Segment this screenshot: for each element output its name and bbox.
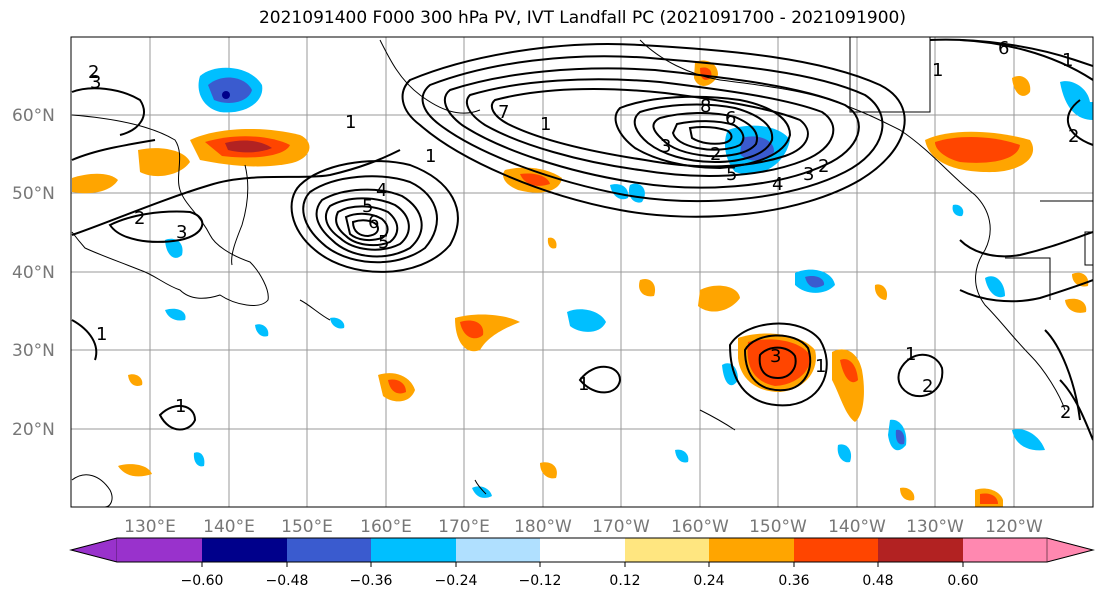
svg-text:3: 3 xyxy=(176,222,187,243)
svg-text:1: 1 xyxy=(905,344,916,365)
svg-text:2: 2 xyxy=(922,376,933,397)
svg-text:4: 4 xyxy=(376,180,387,201)
pv-shading xyxy=(72,60,1093,507)
svg-text:2: 2 xyxy=(1068,126,1079,147)
colorbar-segment xyxy=(1046,537,1094,563)
colorbar-tick: −0.12 xyxy=(519,573,562,589)
svg-text:1: 1 xyxy=(578,374,589,395)
colorbar-tick: −0.36 xyxy=(350,573,393,589)
lon-label: 170°W xyxy=(592,517,650,537)
colorbar-segment xyxy=(794,538,878,562)
svg-text:1: 1 xyxy=(425,146,436,167)
colorbar-segment xyxy=(709,538,794,562)
lat-label: 40°N xyxy=(12,263,55,283)
lat-label: 30°N xyxy=(12,341,55,361)
lon-label: 120°W xyxy=(985,517,1043,537)
colorbar-tick: −0.24 xyxy=(435,573,478,589)
colorbar-segment xyxy=(70,537,118,563)
svg-text:3: 3 xyxy=(770,346,781,367)
svg-text:1: 1 xyxy=(932,60,943,81)
latitude-labels: 60°N 50°N 40°N 30°N 20°N xyxy=(12,106,55,440)
coastlines xyxy=(71,37,1093,507)
svg-text:2: 2 xyxy=(88,62,99,83)
lon-label: 130°W xyxy=(906,517,964,537)
lat-label: 60°N xyxy=(12,106,55,126)
colorbar-segment xyxy=(963,538,1047,562)
figure-title: 2021091400 F000 300 hPa PV, IVT Landfall… xyxy=(258,8,906,28)
lon-label: 160°W xyxy=(671,517,729,537)
colorbar-segment xyxy=(878,538,963,562)
svg-text:5: 5 xyxy=(726,164,737,185)
svg-text:1: 1 xyxy=(175,396,186,417)
colorbar-tick: −0.60 xyxy=(181,573,224,589)
svg-text:5: 5 xyxy=(362,196,373,217)
colorbar-segment xyxy=(625,538,709,562)
svg-text:6: 6 xyxy=(998,38,1009,59)
colorbar-tick: 0.60 xyxy=(947,573,978,589)
lat-label: 50°N xyxy=(12,184,55,204)
svg-text:7: 7 xyxy=(498,102,509,123)
lon-label: 130°E xyxy=(124,517,176,537)
lon-label: 140°W xyxy=(828,517,886,537)
svg-text:1: 1 xyxy=(540,114,551,135)
svg-text:8: 8 xyxy=(700,96,711,117)
svg-text:1: 1 xyxy=(96,324,107,345)
colorbar-segment xyxy=(371,538,456,562)
colorbar-segment xyxy=(540,538,625,562)
colorbar-tick: 0.48 xyxy=(862,573,893,589)
lon-label: 150°W xyxy=(749,517,807,537)
svg-text:2: 2 xyxy=(134,208,145,229)
colorbar-segment xyxy=(287,538,371,562)
svg-text:5: 5 xyxy=(378,232,389,253)
colorbar: −0.60 −0.48 −0.36 −0.24 −0.12 0.12 0.24 … xyxy=(69,537,1095,589)
svg-text:2: 2 xyxy=(710,144,721,165)
colorbar-tick: 0.12 xyxy=(609,573,640,589)
svg-text:6: 6 xyxy=(725,108,736,129)
svg-text:2: 2 xyxy=(818,156,829,177)
colorbar-segment xyxy=(202,538,287,562)
svg-text:3: 3 xyxy=(660,136,671,157)
map-frame xyxy=(70,36,1094,508)
colorbar-tick: −0.48 xyxy=(266,573,309,589)
lon-label: 150°E xyxy=(281,517,333,537)
svg-text:2: 2 xyxy=(1060,402,1071,423)
graticule xyxy=(71,37,1093,507)
colorbar-segment xyxy=(456,538,540,562)
svg-text:1: 1 xyxy=(1062,50,1073,71)
svg-text:1: 1 xyxy=(815,356,826,377)
longitude-labels: 130°E 140°E 150°E 160°E 170°E 180°W 170°… xyxy=(124,517,1043,537)
lat-label: 20°N xyxy=(12,420,55,440)
colorbar-segment xyxy=(117,538,202,562)
lon-label: 170°E xyxy=(438,517,490,537)
ivt-contours xyxy=(71,38,1093,441)
colorbar-tick: 0.24 xyxy=(693,573,724,589)
svg-text:3: 3 xyxy=(90,72,101,93)
lon-label: 180°W xyxy=(514,517,572,537)
svg-text:3: 3 xyxy=(803,164,814,185)
lon-label: 140°E xyxy=(203,517,255,537)
svg-text:1: 1 xyxy=(345,112,356,133)
svg-text:6: 6 xyxy=(368,212,379,233)
svg-text:4: 4 xyxy=(772,174,783,195)
contour-labels: 2 3 1 2 3 4 5 6 1 7 8 6 5 4 3 2 1 6 1 2 … xyxy=(88,38,1079,423)
lon-label: 160°E xyxy=(360,517,412,537)
colorbar-tick: 0.36 xyxy=(778,573,809,589)
